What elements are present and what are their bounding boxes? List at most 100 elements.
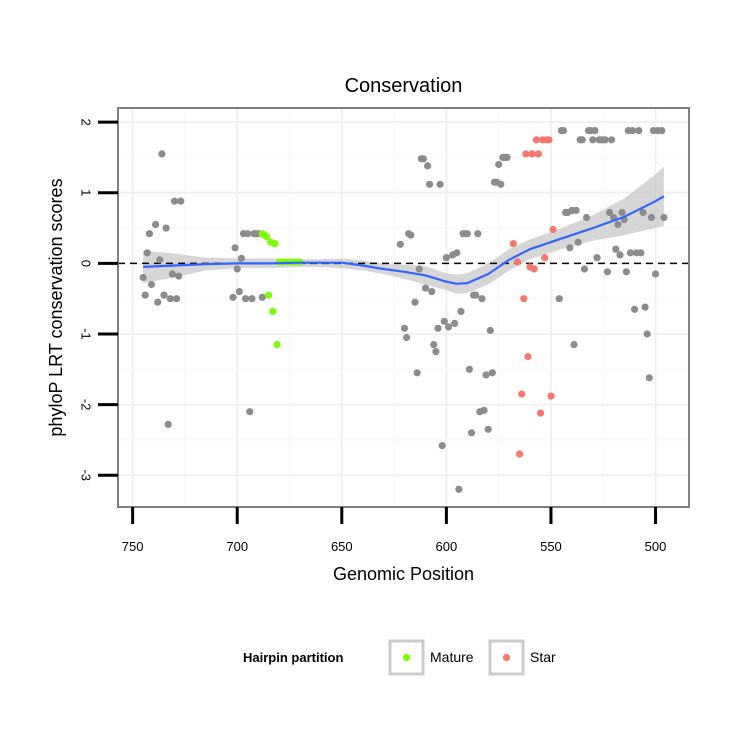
point-star [534,150,543,158]
point-other [147,280,156,289]
point-mature [269,307,277,315]
y-axis-title: phyloP LRT conservation scores [46,178,66,436]
point-other [603,268,612,276]
plot-panel [118,108,689,507]
point-other [574,238,582,246]
point-other [626,249,635,257]
point-other [580,265,589,273]
point-other [407,231,415,239]
x-tick-label: 650 [331,539,353,554]
point-other [164,420,172,428]
point-other [555,295,563,303]
point-other [453,249,461,257]
legend-key-dot-mature [402,653,411,662]
point-other [160,291,168,299]
point-other [258,293,266,301]
x-axis: 750 700 650 600 550 500 [122,507,667,554]
point-other [631,305,639,313]
point-other [497,180,505,188]
x-tick-label: 500 [645,539,667,554]
legend-label-star: Star [530,649,556,665]
point-star [516,450,524,458]
point-other [608,136,616,144]
point-other [559,127,568,135]
confidence-ribbon [143,166,664,294]
point-other [593,254,601,262]
point-other [465,365,473,373]
legend-label-mature: Mature [430,649,474,665]
point-other [154,298,162,306]
point-other [432,348,440,356]
y-tick-label: -3 [78,469,93,481]
point-other [582,213,591,222]
point-other [486,326,494,335]
legend: Hairpin partition Mature Star [243,639,556,676]
point-star [530,265,538,273]
point-other [622,268,630,276]
grid-lines [118,108,689,507]
x-tick-label: 700 [226,539,248,554]
point-other [436,180,444,188]
smooth-line-layer [143,195,665,285]
point-star [524,353,532,361]
point-other [570,341,578,349]
point-other [488,369,496,377]
point-mature [265,291,273,299]
point-other [645,374,653,382]
point-mature [262,232,271,241]
point-other [396,240,404,248]
legend-title: Hairpin partition [243,650,343,665]
point-other [637,249,645,257]
point-other [428,288,436,296]
point-star [518,390,526,398]
point-other [651,270,660,278]
point-other [641,303,649,311]
x-tick-label: 550 [540,539,562,554]
plot-border [117,107,690,508]
point-star [509,240,517,248]
point-other [246,408,254,416]
point-star [541,254,549,262]
point-other [438,442,446,450]
point-other [430,341,438,349]
point-other [572,206,580,214]
y-tick-label: 1 [78,189,93,196]
y-axis: -3 -2 -1 0 1 2 [78,119,118,481]
point-other [175,272,183,280]
legend-key-dot-star [502,653,511,662]
point-other [605,208,614,217]
point-other [411,298,419,306]
point-other [635,127,643,135]
point-other [173,295,181,303]
y-tick-label: -1 [78,328,93,340]
point-other [168,270,176,278]
point-other [589,136,597,144]
point-other [457,307,465,315]
point-other [237,254,245,262]
point-star [547,392,555,400]
point-star [513,258,522,266]
point-other [601,136,609,144]
legend-entries: Mature Star [388,639,556,676]
point-star [522,150,530,158]
point-other [419,155,427,163]
x-axis-title: Genomic Position [333,564,474,584]
point-other [482,371,490,379]
point-other [616,251,624,259]
point-other [235,288,243,296]
point-other [177,197,185,205]
point-other [233,265,241,273]
y-tick-label: 2 [78,119,93,126]
point-other [566,244,574,252]
point-other [440,317,448,325]
point-other [244,230,252,238]
point-other [495,160,503,169]
point-other [248,295,256,303]
point-other [643,330,651,338]
point-star [520,295,528,303]
legend-key-mature [388,639,425,676]
point-other [143,249,151,257]
point-other [152,220,160,229]
point-other [463,230,471,238]
